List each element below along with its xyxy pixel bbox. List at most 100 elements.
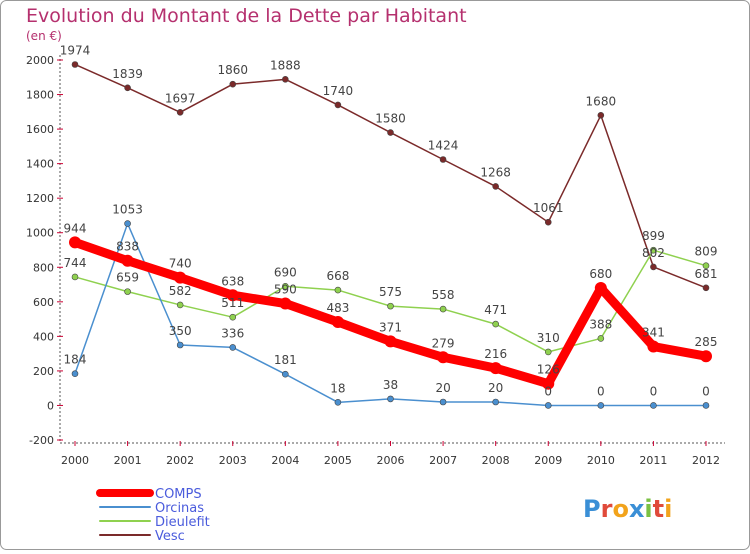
data-label-comps: 838 (116, 240, 139, 254)
data-label-orcinas: 0 (702, 384, 710, 398)
data-point-orcinas (650, 402, 657, 409)
data-label-vesc: 1268 (480, 165, 511, 179)
data-label-orcinas: 0 (597, 384, 605, 398)
x-tick-label: 2010 (587, 454, 615, 467)
x-tick-label: 2005 (324, 454, 352, 467)
data-label-dieulefit: 582 (169, 284, 192, 298)
x-tick-label: 2006 (377, 454, 405, 467)
data-label-orcinas: 0 (650, 384, 658, 398)
data-label-dieulefit: 388 (589, 317, 612, 331)
data-label-dieulefit: 809 (695, 245, 718, 259)
data-label-orcinas: 350 (169, 324, 192, 338)
data-label-dieulefit: 744 (64, 256, 87, 270)
legend-label-comps: COMPS (155, 487, 202, 502)
data-point-orcinas (387, 395, 394, 403)
y-tick-label: 200 (33, 365, 54, 378)
data-point-orcinas (492, 398, 499, 406)
data-label-comps: 638 (221, 274, 244, 288)
y-tick-label: 1800 (26, 89, 54, 102)
data-point-vesc (650, 263, 657, 271)
data-point-vesc (282, 76, 289, 83)
data-label-comps: 680 (589, 267, 612, 281)
data-label-dieulefit: 690 (274, 265, 297, 279)
data-point-orcinas (544, 402, 552, 409)
data-label-dieulefit: 310 (537, 331, 560, 345)
logo-letter: r (601, 495, 613, 523)
x-tick-label: 2004 (271, 454, 299, 467)
data-point-orcinas (597, 402, 605, 409)
data-label-comps: 944 (64, 221, 87, 235)
data-label-dieulefit: 558 (432, 288, 455, 302)
logo-letter: t (653, 495, 664, 523)
data-label-orcinas: 336 (221, 326, 244, 340)
data-point-dieulefit (176, 301, 184, 309)
data-label-vesc: 1061 (533, 201, 564, 215)
data-point-dieulefit (650, 246, 657, 254)
data-label-orcinas: 184 (64, 353, 87, 367)
data-label-comps: 590 (274, 283, 297, 297)
data-point-vesc (702, 284, 710, 292)
data-label-dieulefit: 575 (379, 285, 402, 299)
logo-letter: x (629, 495, 645, 523)
data-label-orcinas: 38 (383, 378, 398, 392)
data-label-vesc: 1839 (112, 67, 143, 81)
x-tick-label: 2011 (639, 454, 667, 467)
logo-letter: o (612, 495, 629, 523)
data-label-comps: 371 (379, 320, 402, 334)
data-point-orcinas (702, 402, 710, 409)
data-point-vesc (439, 156, 447, 163)
y-tick-label: 1400 (26, 158, 54, 171)
data-point-comps (174, 271, 187, 284)
data-point-vesc (544, 218, 552, 226)
data-label-dieulefit: 471 (484, 303, 507, 317)
data-point-orcinas (334, 399, 342, 406)
data-label-orcinas: 20 (488, 381, 503, 395)
data-label-vesc: 1680 (586, 94, 617, 108)
data-label-vesc: 1424 (428, 138, 459, 152)
data-point-comps (331, 316, 344, 329)
data-label-comps: 341 (642, 326, 665, 340)
data-point-orcinas (229, 344, 237, 351)
data-point-dieulefit (702, 262, 710, 270)
y-tick-label: 400 (33, 330, 54, 343)
data-point-comps (437, 351, 450, 364)
legend-label-dieulefit: Dieulefit (155, 515, 210, 530)
data-label-orcinas: 0 (544, 384, 552, 398)
data-label-comps: 483 (326, 301, 349, 315)
data-point-vesc (597, 111, 605, 119)
data-point-comps (700, 350, 712, 363)
data-label-comps: 126 (537, 363, 560, 377)
data-point-comps (594, 282, 607, 294)
data-point-vesc (387, 129, 394, 136)
x-tick-label: 2003 (219, 454, 247, 467)
data-label-vesc: 1740 (323, 84, 354, 98)
data-point-dieulefit (229, 313, 237, 321)
data-point-orcinas (124, 220, 131, 227)
data-point-dieulefit (492, 320, 499, 328)
y-tick-label: 600 (33, 296, 54, 309)
data-label-vesc: 1697 (165, 91, 196, 105)
data-point-dieulefit (544, 348, 552, 356)
y-tick-label: 1600 (26, 123, 54, 136)
y-tick-label: 1000 (26, 227, 54, 240)
data-label-orcinas: 20 (435, 381, 450, 395)
x-tick-label: 2012 (692, 454, 720, 467)
y-tick-label: 1200 (26, 192, 54, 205)
data-point-vesc (334, 101, 342, 109)
data-label-orcinas: 18 (330, 381, 345, 395)
logo-letter: i (664, 495, 672, 523)
data-point-comps (647, 340, 660, 353)
logo-text: Proxiti (583, 495, 672, 523)
data-label-dieulefit: 659 (116, 271, 139, 285)
data-label-vesc: 1888 (270, 58, 301, 72)
data-label-dieulefit: 511 (221, 296, 244, 310)
data-point-orcinas (71, 370, 79, 377)
data-point-orcinas (282, 370, 289, 378)
axes: -200020040060080010001200140016001800200… (26, 54, 725, 467)
x-tick-label: 2007 (429, 454, 457, 467)
data-label-dieulefit: 899 (642, 229, 665, 243)
data-point-dieulefit (597, 335, 605, 342)
chart-title: Evolution du Montant de la Dette par Hab… (26, 5, 467, 27)
data-point-vesc (492, 183, 499, 190)
